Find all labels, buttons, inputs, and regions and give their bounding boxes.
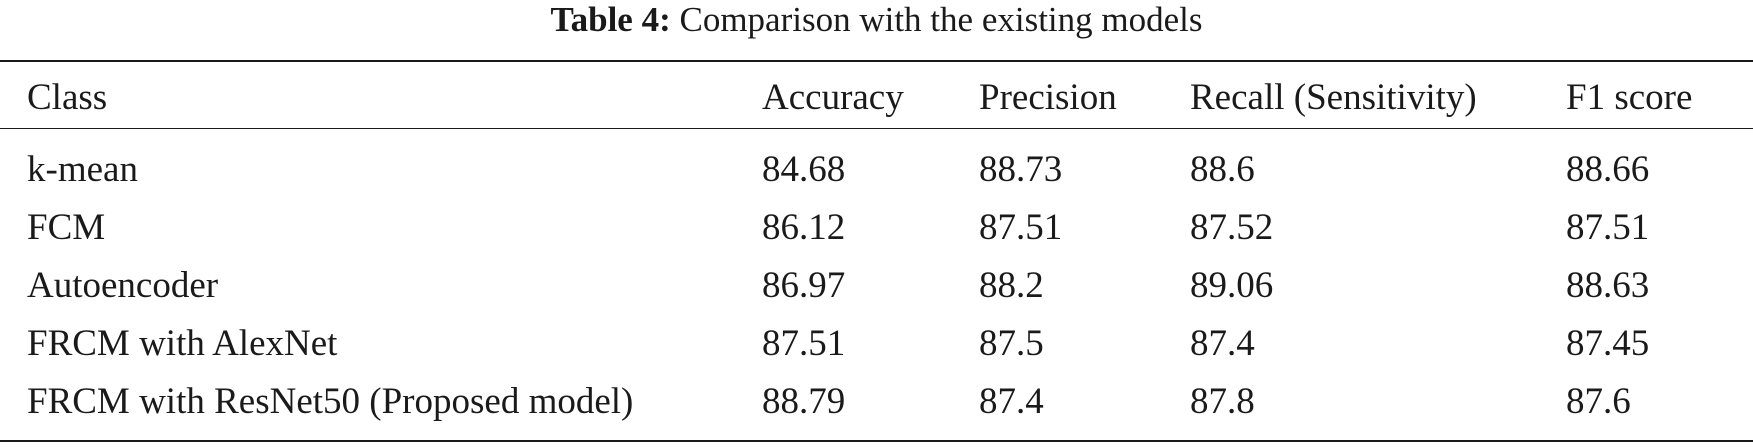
- header-precision: Precision: [979, 77, 1117, 118]
- cell-recall: 88.6: [1190, 149, 1255, 190]
- header-accuracy: Accuracy: [762, 77, 904, 118]
- cell-precision: 87.4: [979, 381, 1044, 422]
- cell-f1-score: 87.51: [1566, 207, 1650, 248]
- table-caption-label: Table 4:: [550, 0, 671, 39]
- cell-recall: 87.8: [1190, 381, 1255, 422]
- header-f1-score: F1 score: [1566, 77, 1693, 118]
- cell-f1-score: 88.66: [1566, 149, 1650, 190]
- cell-accuracy: 84.68: [762, 149, 846, 190]
- cell-class: FCM: [27, 207, 106, 248]
- cell-recall: 89.06: [1190, 265, 1274, 306]
- cell-precision: 87.5: [979, 323, 1044, 364]
- table-bottom-rule: [0, 440, 1753, 442]
- cell-precision: 87.51: [979, 207, 1063, 248]
- cell-accuracy: 86.12: [762, 207, 846, 248]
- cell-class: Autoencoder: [27, 265, 219, 306]
- cell-accuracy: 88.79: [762, 381, 846, 422]
- cell-precision: 88.2: [979, 265, 1044, 306]
- cell-class: FRCM with AlexNet: [27, 323, 338, 364]
- table-header-rule: [0, 128, 1753, 129]
- header-class: Class: [27, 77, 108, 118]
- table-top-rule: [0, 60, 1753, 62]
- cell-f1-score: 87.45: [1566, 323, 1650, 364]
- cell-precision: 88.73: [979, 149, 1063, 190]
- header-recall: Recall (Sensitivity): [1190, 77, 1477, 118]
- cell-f1-score: 87.6: [1566, 381, 1631, 422]
- cell-f1-score: 88.63: [1566, 265, 1650, 306]
- cell-recall: 87.4: [1190, 323, 1255, 364]
- table-caption: Table 4: Comparison with the existing mo…: [0, 0, 1753, 40]
- cell-accuracy: 87.51: [762, 323, 846, 364]
- cell-class: k-mean: [27, 149, 138, 190]
- cell-class: FRCM with ResNet50 (Proposed model): [27, 381, 634, 422]
- cell-accuracy: 86.97: [762, 265, 846, 306]
- cell-recall: 87.52: [1190, 207, 1274, 248]
- table-caption-text: Comparison with the existing models: [679, 0, 1203, 39]
